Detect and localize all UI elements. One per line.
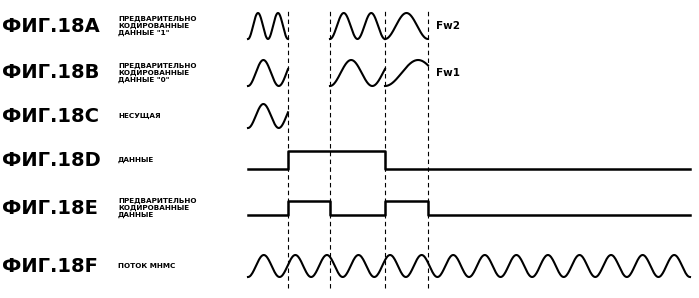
Text: ФИГ.18D: ФИГ.18D	[2, 150, 101, 170]
Text: ФИГ.18F: ФИГ.18F	[2, 257, 98, 275]
Text: ФИГ.18С: ФИГ.18С	[2, 106, 99, 125]
Text: ПРЕДВАРИТЕЛЬНО
КОДИРОВАННЫЕ
ДАННЫЕ "0": ПРЕДВАРИТЕЛЬНО КОДИРОВАННЫЕ ДАННЫЕ "0"	[118, 63, 196, 83]
Text: ПРЕДВАРИТЕЛЬНО
КОДИРОВАННЫЕ
ДАННЫЕ "1": ПРЕДВАРИТЕЛЬНО КОДИРОВАННЫЕ ДАННЫЕ "1"	[118, 15, 196, 36]
Text: ДАННЫЕ: ДАННЫЕ	[118, 157, 154, 163]
Text: ФИГ.18А: ФИГ.18А	[2, 16, 100, 35]
Text: ПОТОК МНМС: ПОТОК МНМС	[118, 263, 175, 269]
Text: ПРЕДВАРИТЕЛЬНО
КОДИРОВАННЫЕ
ДАННЫЕ: ПРЕДВАРИТЕЛЬНО КОДИРОВАННЫЕ ДАННЫЕ	[118, 198, 196, 218]
Text: ФИГ.18E: ФИГ.18E	[2, 198, 98, 218]
Text: НЕСУЩАЯ: НЕСУЩАЯ	[118, 113, 161, 119]
Text: ФИГ.18B: ФИГ.18B	[2, 63, 99, 83]
Text: Fw2: Fw2	[436, 21, 460, 31]
Text: Fw1: Fw1	[436, 68, 460, 78]
